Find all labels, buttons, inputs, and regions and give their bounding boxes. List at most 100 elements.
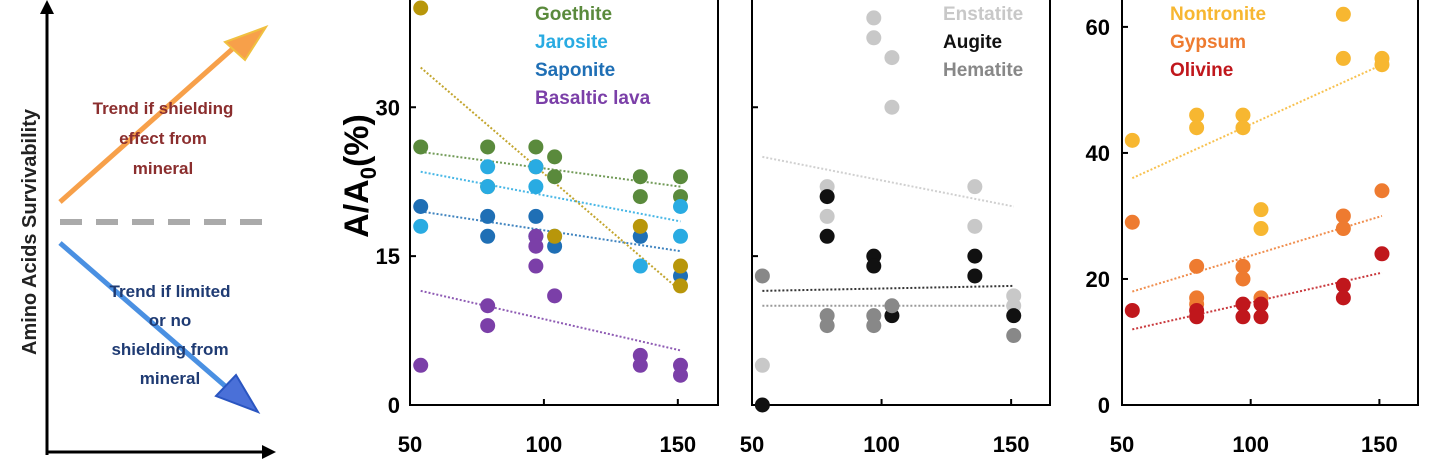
panel-1-point-goethite	[480, 139, 496, 155]
panel-1-y-tick-label: 15	[376, 244, 400, 269]
panel-2-point-augite	[866, 258, 882, 274]
scatter-panel-3: 0 20 40 60 50 100 150 Nontronite Gypsum Olivine	[1086, 0, 1419, 457]
legend-enstatite: Enstatite	[943, 4, 1023, 25]
down-label-line-4: mineral	[140, 369, 200, 388]
panel-2-point-enstatite	[866, 10, 882, 26]
panel-3-point-nontronite	[1235, 120, 1251, 136]
panel-2-trendline-enstatite	[762, 155, 1014, 208]
panel-2-point-hematite	[866, 318, 882, 334]
panel-2-point-augite	[754, 397, 770, 413]
shared-y-axis-label: A/A0(%)	[338, 114, 381, 238]
panel-2-point-enstatite	[967, 218, 983, 234]
down-label-line-3: shielding from	[111, 340, 228, 359]
down-trend-label: Trend if limited or no shielding from miner…	[110, 282, 231, 388]
upward-arrowhead	[223, 25, 269, 62]
concept-panel: Amino Acids Survivability Trend if shiel…	[19, 0, 276, 459]
panel-1-point-basaltic-lava	[480, 298, 496, 314]
panel-3-point-nontronite	[1253, 202, 1269, 218]
panel-2-point-hematite	[819, 318, 835, 334]
panel-3-point-olivine	[1124, 302, 1140, 318]
panel-1-x-tick-label: 150	[659, 432, 696, 457]
panel-1-point-goethite	[413, 139, 429, 155]
panel-3-point-nontronite	[1335, 6, 1351, 22]
panel-1-point-unlabeled	[413, 0, 429, 16]
panel-2-point-augite	[967, 268, 983, 284]
panel-1-point-jarosite	[480, 159, 496, 175]
legend-basaltic-lava: Basaltic lava	[535, 88, 651, 109]
panel-3-point-gypsum	[1235, 271, 1251, 287]
legend-nontronite: Nontronite	[1170, 4, 1266, 25]
panel-1-point-goethite	[547, 149, 563, 165]
scatter-panel-1: 0 15 30 50 100 150 Goethite Jarosite Saponite Bas…	[376, 0, 719, 457]
panel-1-point-jarosite	[528, 159, 544, 175]
panel-3-point-gypsum	[1189, 258, 1205, 274]
panel-3-point-gypsum	[1335, 221, 1351, 237]
panel-3-point-gypsum	[1124, 214, 1140, 230]
panel-3-y-tick-label: 0	[1098, 393, 1110, 418]
up-trend-label: Trend if shielding effect from mineral	[93, 99, 234, 178]
panel-2-frame	[751, 0, 1051, 406]
down-label-line-2: or no	[149, 311, 192, 330]
upward-trend-arrow	[58, 42, 240, 204]
panel-1-point-jarosite	[528, 179, 544, 195]
panel-1-x-tick-label: 100	[526, 432, 563, 457]
panel-3-point-nontronite	[1189, 107, 1205, 123]
panel-3-frame	[1121, 0, 1419, 406]
panel-3-x-tick-label: 100	[1232, 432, 1269, 457]
panel-1-point-unlabeled	[673, 278, 689, 294]
up-label-line-3: mineral	[133, 159, 193, 178]
panel-1-y-tick-label: 30	[376, 95, 400, 120]
concept-y-label: Amino Acids Survivability	[19, 108, 41, 355]
panel-3-point-olivine	[1335, 290, 1351, 306]
panel-3-point-gypsum	[1374, 183, 1390, 199]
panel-2-point-augite	[1006, 308, 1022, 324]
panel-1-point-basaltic-lava	[632, 357, 648, 373]
downward-trend-arrow	[58, 241, 234, 394]
panel-2-x-tick-label: 50	[740, 432, 764, 457]
panel-3-trendline-nontronite	[1131, 63, 1383, 180]
panel-3-point-olivine	[1189, 309, 1205, 325]
panel-3-point-olivine	[1374, 246, 1390, 262]
panel-3-point-olivine	[1235, 309, 1251, 325]
panel-1-point-goethite	[673, 169, 689, 185]
legend-olivine: Olivine	[1170, 60, 1233, 81]
up-label-line-2: effect from	[119, 129, 207, 148]
panel-3-point-gypsum	[1235, 258, 1251, 274]
down-label-line-1: Trend if limited	[110, 282, 231, 301]
panel-1-point-jarosite	[480, 179, 496, 195]
y-label-main: A/A	[338, 179, 376, 238]
legend-gypsum: Gypsum	[1170, 32, 1246, 53]
panel-3-point-nontronite	[1335, 50, 1351, 66]
panel-2-point-augite	[967, 248, 983, 264]
panel-2-point-augite	[819, 228, 835, 244]
panel-1-point-jarosite	[673, 228, 689, 244]
panel-3-point-olivine	[1253, 296, 1269, 312]
panel-1-point-saponite	[480, 208, 496, 224]
panel-1-point-basaltic-lava	[413, 357, 429, 373]
panel-2-point-enstatite	[884, 99, 900, 115]
scatter-panel-2: 50 100 150 Enstatite Augite Hematite	[740, 0, 1051, 457]
panel-3-point-nontronite	[1235, 107, 1251, 123]
legend-hematite: Hematite	[943, 60, 1023, 81]
panel-1-point-unlabeled	[632, 218, 648, 234]
panel-3-y-tick-label: 20	[1086, 267, 1110, 292]
panel-3-point-nontronite	[1124, 132, 1140, 148]
concept-y-arrowhead	[40, 0, 54, 14]
legend-goethite: Goethite	[535, 4, 612, 25]
y-label-unit: (%)	[338, 114, 376, 167]
up-label-line-1: Trend if shielding	[93, 99, 234, 118]
panel-1-point-basaltic-lava	[480, 318, 496, 334]
panel-2-point-enstatite	[866, 30, 882, 46]
panel-2-point-enstatite	[884, 50, 900, 66]
panel-3-point-olivine	[1253, 309, 1269, 325]
panel-1-point-goethite	[547, 169, 563, 185]
panel-1-point-goethite	[632, 189, 648, 205]
legend-augite: Augite	[943, 32, 1002, 53]
panel-1-frame	[409, 0, 719, 406]
panel-2-point-enstatite	[819, 208, 835, 224]
panel-3-point-olivine	[1235, 296, 1251, 312]
panel-2-x-tick-label: 150	[993, 432, 1030, 457]
panel-2-point-hematite	[1006, 328, 1022, 344]
legend-saponite: Saponite	[535, 60, 615, 81]
